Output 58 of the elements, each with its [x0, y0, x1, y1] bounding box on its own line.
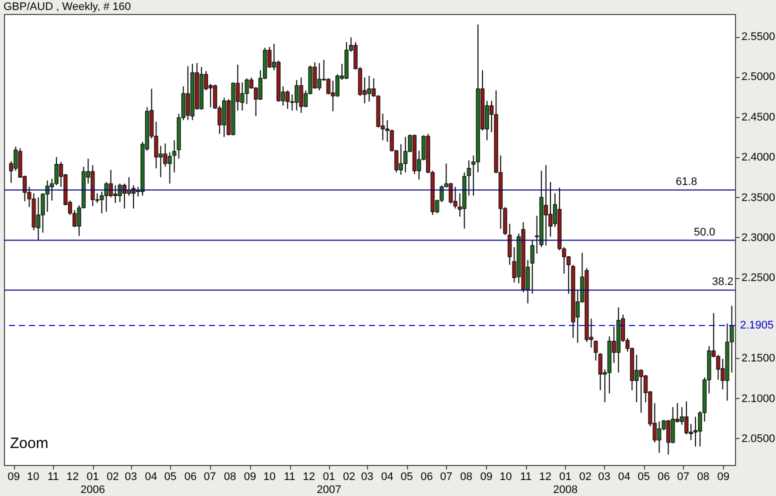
candlestick — [594, 340, 598, 361]
y-tick-label: 2.1000 — [742, 392, 776, 405]
candlestick — [466, 160, 471, 196]
x-tick-label: 12 — [539, 471, 552, 483]
x-tick-label: 03 — [124, 471, 138, 483]
candlestick — [172, 140, 176, 173]
x-tick-label: 08 — [224, 471, 236, 483]
annotation: Zoom — [10, 435, 48, 452]
x-tick-label: 08 — [697, 471, 710, 483]
x-tick-label: 02 — [342, 471, 356, 483]
x-tick-label: 12 — [302, 471, 316, 483]
x-tick-label: 09 — [717, 471, 730, 483]
x-tick-label: 10 — [27, 471, 40, 483]
annotation: 38.2 — [712, 276, 734, 288]
x-tick-label: 04 — [381, 471, 394, 483]
ref-line-label: 2.1905 — [740, 320, 774, 332]
candlestick — [508, 223, 512, 266]
x-tick-label: 11 — [47, 471, 59, 483]
x-tick-label: 10 — [263, 471, 276, 483]
x-tick-label: 07 — [204, 471, 216, 483]
x-tick-label: 05 — [400, 471, 413, 483]
y-tick-label: 2.2500 — [742, 272, 776, 284]
x-tick-label: 03 — [598, 471, 610, 483]
x-tick-label: 03 — [361, 471, 374, 483]
y-tick-label: 2.4500 — [742, 111, 776, 124]
x-tick-label: 08 — [460, 471, 472, 483]
x-tick-label: 01 2008 — [553, 471, 578, 496]
x-tick-label: 06 — [184, 471, 197, 483]
y-tick-label: 2.3000 — [742, 232, 776, 244]
x-tick-label: 12 — [66, 471, 79, 483]
x-tick-label: 01 2006 — [80, 471, 105, 496]
y-tick-label: 2.3500 — [742, 192, 776, 204]
y-tick-label: 2.4000 — [742, 152, 776, 164]
x-tick-label: 09 — [244, 471, 256, 483]
x-tick-label: 02 — [106, 471, 119, 483]
x-tick-label: 06 — [658, 471, 670, 483]
x-tick-label: 04 — [144, 471, 158, 483]
x-tick-label: 07 — [677, 471, 690, 483]
x-tick-label: 02 — [579, 471, 592, 483]
x-tick-label: 04 — [618, 471, 630, 483]
y-tick-label: 2.5500 — [742, 31, 776, 44]
y-tick-label: 2.0500 — [742, 432, 776, 445]
x-tick-label: 09 — [8, 471, 20, 483]
annotation: 61.8 — [676, 176, 698, 188]
x-tick-label: 05 — [164, 471, 177, 483]
y-tick-label: 2.1500 — [742, 352, 776, 365]
x-tick-label: 09 — [480, 471, 492, 483]
x-tick-label: 06 — [420, 471, 433, 483]
x-tick-label: 07 — [440, 471, 452, 483]
x-tick-label: 11 — [520, 471, 532, 483]
y-tick-label: 2.5000 — [742, 71, 776, 84]
x-tick-label: 01 2007 — [316, 471, 342, 496]
candlestick — [530, 239, 534, 294]
annotation: 50.0 — [694, 226, 716, 238]
x-tick-label: 11 — [284, 471, 296, 483]
x-tick-label: 10 — [500, 471, 512, 483]
x-tick-label: 05 — [638, 471, 650, 483]
chart-title: GBP/AUD , Weekly, # 160 — [4, 1, 131, 13]
